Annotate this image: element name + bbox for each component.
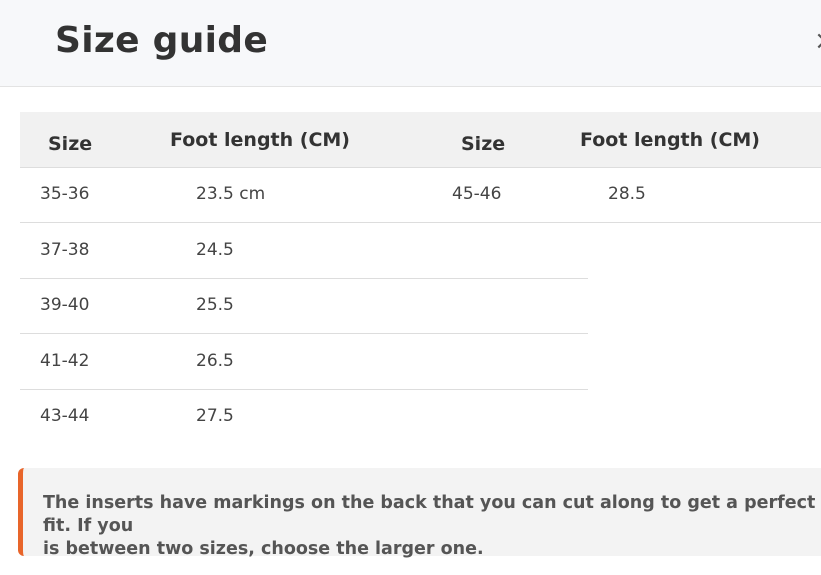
column-header-size: Size (48, 133, 93, 155)
length-cell: 24.5 (196, 240, 234, 260)
fit-note: The inserts have markings on the back th… (18, 468, 821, 559)
table-row: 39-40 25.5 (20, 278, 588, 334)
table-row: 35-36 23.5 cm 45-46 28.5 (20, 167, 821, 223)
table-row: 41-42 26.5 (20, 334, 588, 390)
size-cell: 43-44 (40, 406, 90, 426)
note-text: The inserts have markings on the back th… (43, 492, 821, 561)
length-cell: 28.5 (608, 184, 646, 204)
length-cell: 25.5 (196, 295, 234, 315)
page-title: Size guide (55, 20, 269, 61)
table-header: Size Foot length (CM) Size Foot length (… (20, 112, 821, 168)
note-line-2: is between two sizes, choose the larger … (43, 539, 484, 559)
size-cell: 45-46 (452, 184, 502, 204)
column-header-foot-length: Foot length (CM) (170, 129, 350, 151)
column-header-size-2: Size (461, 133, 506, 155)
length-cell: 23.5 cm (196, 184, 266, 204)
length-cell: 26.5 (196, 351, 234, 371)
modal-header: Size guide × (0, 0, 821, 87)
close-icon[interactable]: × (814, 26, 821, 56)
column-header-foot-length-2: Foot length (CM) (580, 129, 760, 151)
size-cell: 35-36 (40, 184, 90, 204)
table-row: 43-44 27.5 (20, 389, 588, 444)
table-row: 37-38 24.5 (20, 223, 588, 279)
note-line-1: The inserts have markings on the back th… (43, 493, 816, 536)
size-cell: 37-38 (40, 240, 90, 260)
length-cell: 27.5 (196, 406, 234, 426)
size-cell: 41-42 (40, 351, 90, 371)
size-cell: 39-40 (40, 295, 90, 315)
